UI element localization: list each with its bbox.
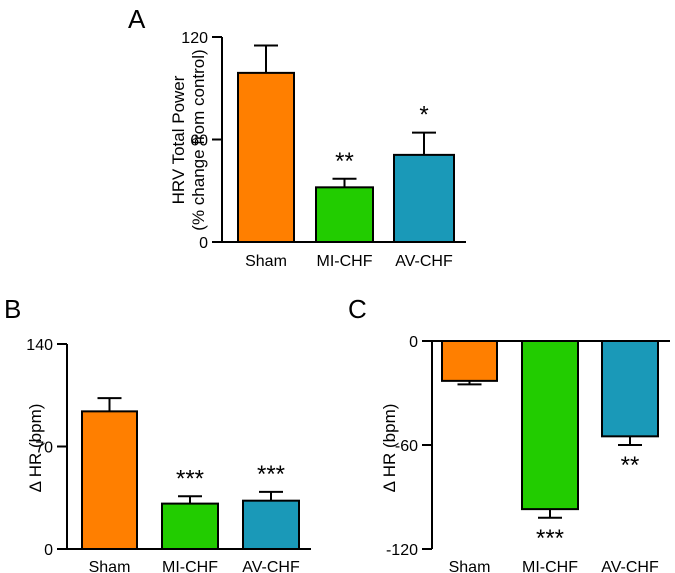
y-tick-label: 0 [409,334,418,351]
y-axis-label-line: HRV Total Power [169,75,188,204]
bar-av-chf [242,499,300,550]
bar-av-chf [393,153,455,243]
bar-sham [81,410,138,550]
y-tick-label: 0 [199,235,208,252]
y-tick-label: 70 [35,440,53,457]
y-tick-label: 120 [181,30,208,47]
significance-label: *** [536,525,564,552]
bar-sham [441,340,498,382]
significance-label: ** [335,148,354,175]
panel-b: B 0 70 140 Δ HR (bpm) Sham *** MI-CHF *** AV-CHF [4,294,311,573]
bar-sham [237,71,295,243]
category-label: MI-CHF [317,253,373,270]
category-label: AV-CHF [242,559,300,573]
panel-letter: C [348,294,367,324]
panel-letter: A [128,4,146,34]
panel-letter: B [4,294,21,324]
y-axis-label: HRV Total Power(% change from control) [169,49,208,230]
significance-label: *** [176,465,204,492]
category-label: MI-CHF [522,559,578,573]
bar-av-chf [601,340,659,438]
y-tick-label: -120 [386,542,418,559]
y-tick-label: -60 [395,438,418,455]
y-tick-label: 0 [44,542,53,559]
category-label: Sham [245,253,287,270]
y-tick-label: 140 [26,337,53,354]
y-axis-label-line: Δ HR (bpm) [380,404,399,493]
category-label: AV-CHF [395,253,453,270]
category-label: Sham [89,559,131,573]
category-label: Sham [449,559,491,573]
y-axis-label-line: Δ HR (bpm) [26,404,45,493]
significance-label: ** [621,452,640,479]
y-axis-label-line: (% change from control) [189,49,208,230]
significance-label: *** [257,461,285,488]
panel-c: C 0 -60 -120 Δ HR (bpm) Sham *** MI-CHF ** AV-CHF [348,294,670,573]
panel-a: A 0 60 120 HRV Total Power(% change from con… [128,4,466,270]
category-label: MI-CHF [162,559,218,573]
y-axis-label: Δ HR (bpm) [26,404,45,493]
y-axis-label: Δ HR (bpm) [380,404,399,493]
bar-mi-chf [315,186,374,243]
y-tick-label: 60 [190,133,208,150]
bar-mi-chf [521,340,579,511]
category-label: AV-CHF [601,559,659,573]
bar-mi-chf [161,502,219,551]
significance-label: * [419,102,428,129]
